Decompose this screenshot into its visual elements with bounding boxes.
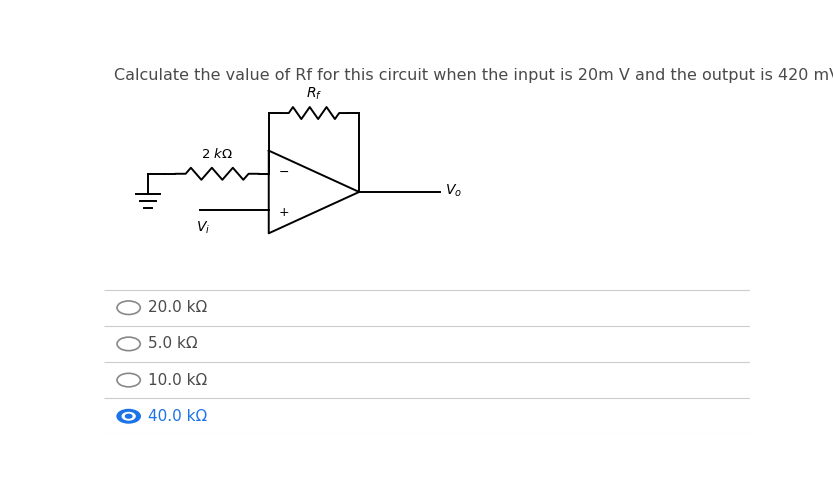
Text: $R_f$: $R_f$ (306, 85, 322, 102)
Text: $V_i$: $V_i$ (197, 220, 211, 236)
Text: $2\ k\Omega$: $2\ k\Omega$ (201, 146, 233, 161)
Text: $V_o$: $V_o$ (445, 183, 462, 200)
Circle shape (122, 412, 135, 420)
Text: −: − (279, 166, 290, 179)
Text: Calculate the value of Rf for this circuit when the input is 20m V and the outpu: Calculate the value of Rf for this circu… (114, 68, 833, 83)
Text: 40.0 kΩ: 40.0 kΩ (148, 409, 207, 424)
Text: 10.0 kΩ: 10.0 kΩ (148, 372, 207, 387)
Circle shape (126, 414, 132, 418)
Text: +: + (279, 206, 290, 219)
Text: 5.0 kΩ: 5.0 kΩ (148, 336, 197, 351)
Text: 20.0 kΩ: 20.0 kΩ (148, 300, 207, 315)
Circle shape (117, 409, 140, 423)
